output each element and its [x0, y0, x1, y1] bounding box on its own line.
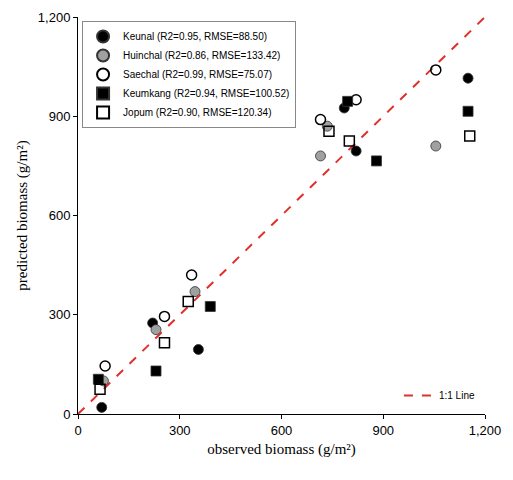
svg-text:300: 300 [169, 423, 191, 438]
svg-text:0: 0 [74, 423, 81, 438]
svg-text:Saechal (R2=0.99, RMSE=75.07): Saechal (R2=0.99, RMSE=75.07) [123, 69, 272, 80]
svg-text:Jopum (R2=0.90, RMSE=120.34): Jopum (R2=0.90, RMSE=120.34) [123, 107, 271, 118]
svg-text:0: 0 [63, 407, 70, 422]
svg-text:1:1 Line: 1:1 Line [439, 390, 475, 401]
svg-text:predicted biomass (g/m²): predicted biomass (g/m²) [14, 140, 31, 290]
svg-text:observed biomass (g/m²): observed biomass (g/m²) [207, 441, 356, 458]
svg-text:1,200: 1,200 [469, 423, 502, 438]
svg-text:600: 600 [49, 208, 71, 223]
svg-text:1,200: 1,200 [38, 10, 71, 25]
svg-text:Huinchal (R2=0.86, RMSE=133.42: Huinchal (R2=0.86, RMSE=133.42) [123, 50, 280, 61]
svg-text:900: 900 [49, 109, 71, 124]
svg-text:Keumkang (R2=0.94, RMSE=100.52: Keumkang (R2=0.94, RMSE=100.52) [123, 88, 289, 99]
svg-text:300: 300 [49, 307, 71, 322]
svg-text:900: 900 [372, 423, 394, 438]
svg-text:600: 600 [271, 423, 293, 438]
svg-text:Keunal (R2=0.95, RMSE=88.50): Keunal (R2=0.95, RMSE=88.50) [123, 31, 267, 42]
